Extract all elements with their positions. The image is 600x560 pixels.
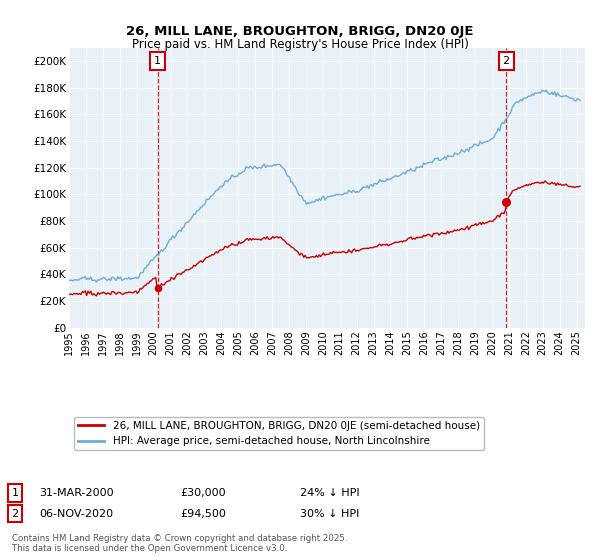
Text: £30,000: £30,000 — [180, 488, 226, 498]
Text: Contains HM Land Registry data © Crown copyright and database right 2025.
This d: Contains HM Land Registry data © Crown c… — [12, 534, 347, 553]
Text: 1: 1 — [154, 56, 161, 66]
Text: 2: 2 — [503, 56, 510, 66]
Text: £94,500: £94,500 — [180, 508, 226, 519]
Text: 30% ↓ HPI: 30% ↓ HPI — [300, 508, 359, 519]
Text: 31-MAR-2000: 31-MAR-2000 — [39, 488, 113, 498]
Text: 2: 2 — [11, 508, 19, 519]
Text: 1: 1 — [11, 488, 19, 498]
Legend: 26, MILL LANE, BROUGHTON, BRIGG, DN20 0JE (semi-detached house), HPI: Average pr: 26, MILL LANE, BROUGHTON, BRIGG, DN20 0J… — [74, 417, 484, 450]
Text: 26, MILL LANE, BROUGHTON, BRIGG, DN20 0JE: 26, MILL LANE, BROUGHTON, BRIGG, DN20 0J… — [126, 25, 474, 38]
Text: Price paid vs. HM Land Registry's House Price Index (HPI): Price paid vs. HM Land Registry's House … — [131, 38, 469, 51]
Text: 24% ↓ HPI: 24% ↓ HPI — [300, 488, 359, 498]
Text: 06-NOV-2020: 06-NOV-2020 — [39, 508, 113, 519]
